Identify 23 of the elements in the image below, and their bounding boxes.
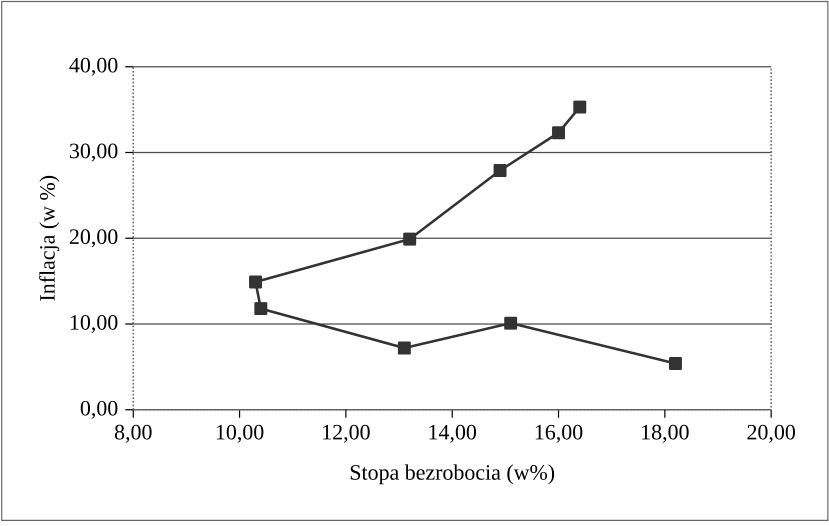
x-tick-label: 14,00 (429, 424, 476, 443)
x-tick-label: 20,00 (747, 424, 795, 443)
x-tick-label: 18,00 (642, 424, 689, 443)
x-tick-label: 16,00 (536, 424, 582, 443)
x-tick-label: 10,00 (216, 424, 264, 443)
y-tick-label: 40,00 (69, 58, 118, 76)
point (494, 164, 507, 177)
y-tick-label: 0,00 (80, 400, 118, 419)
point (249, 276, 262, 288)
y-axis-title: Inflacja (w %) (39, 176, 60, 301)
point (403, 232, 416, 246)
y-tick-label: 10,00 (70, 315, 118, 333)
point (552, 126, 565, 140)
point (504, 316, 518, 330)
point (254, 302, 268, 316)
point (398, 342, 411, 355)
y-tick-label: 30,00 (70, 144, 118, 162)
x-axis-title: Stopa bezrobocia (w%) (350, 464, 554, 484)
y-tick-label: 20,00 (70, 229, 118, 248)
x-tick-label: 8,00 (114, 424, 152, 443)
point (668, 356, 682, 370)
point (573, 100, 586, 114)
x-tick-label: 12,00 (323, 424, 370, 443)
